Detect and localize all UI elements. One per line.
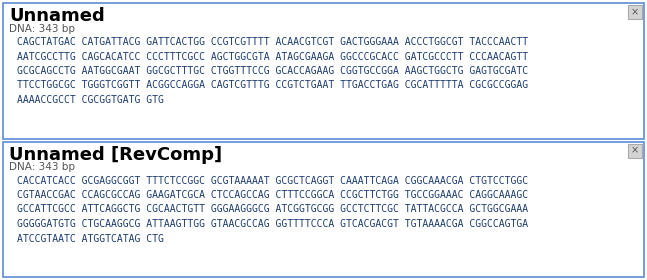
Text: DNA: 343 bp: DNA: 343 bp [9, 162, 75, 172]
Text: DNA: 343 bp: DNA: 343 bp [9, 24, 75, 34]
Text: GGGGGATGTG CTGCAAGGCG ATTAAGTTGG GTAACGCCAG GGTTTTCCCA GTCACGACGT TGTAAAACGA CGG: GGGGGATGTG CTGCAAGGCG ATTAAGTTGG GTAACGC… [17, 219, 528, 229]
Text: CGTAACCGAC CCAGCGCCAG GAAGATCGCA CTCCAGCCAG CTTTCCGGCA CCGCTTCTGG TGCCGGAAAC CAG: CGTAACCGAC CCAGCGCCAG GAAGATCGCA CTCCAGC… [17, 190, 528, 200]
Text: TTCCTGGCGC TGGGTCGGTT ACGGCCAGGA CAGTCGTTTG CCGTCTGAAT TTGACCTGAG CGCATTTTTA CGC: TTCCTGGCGC TGGGTCGGTT ACGGCCAGGA CAGTCGT… [17, 81, 528, 90]
Bar [3, 3, 644, 139]
Text: CAGCTATGAC CATGATTACG GATTCACTGG CCGTCGTTTT ACAACGTCGT GACTGGGAAA ACCCTGGCGT TAC: CAGCTATGAC CATGATTACG GATTCACTGG CCGTCGT… [17, 37, 528, 47]
Text: CACCATCACC GCGAGGCGGT TTTCTCCGGC GCGTAAAAAT GCGCTCAGGT CAAATTCAGA CGGCAAACGA CTG: CACCATCACC GCGAGGCGGT TTTCTCCGGC GCGTAAA… [17, 176, 528, 186]
Bar [628, 5, 642, 19]
Text: Unnamed [RevComp]: Unnamed [RevComp] [9, 146, 222, 164]
Text: ATCCGTAATC ATGGTCATAG CTG: ATCCGTAATC ATGGTCATAG CTG [17, 234, 164, 244]
Text: ×: × [631, 146, 639, 155]
Text: AAAACCGCCT CGCGGTGATG GTG: AAAACCGCCT CGCGGTGATG GTG [17, 95, 164, 105]
Text: GCGCAGCCTG AATGGCGAAT GGCGCTTTGC CTGGTTTCCG GCACCAGAAG CGGTGCCGGA AAGCTGGCTG GAG: GCGCAGCCTG AATGGCGAAT GGCGCTTTGC CTGGTTT… [17, 66, 528, 76]
Text: ×: × [631, 7, 639, 17]
Bar [3, 141, 644, 277]
Bar [628, 143, 642, 157]
Text: AATCGCCTTG CAGCACATCC CCCTTTCGCC AGCTGGCGTA ATAGCGAAGA GGCCCGCACC GATCGCCCTT CCC: AATCGCCTTG CAGCACATCC CCCTTTCGCC AGCTGGC… [17, 52, 528, 62]
Text: GCCATTCGCC ATTCAGGCTG CGCAACTGTT GGGAAGGGCG ATCGGTGCGG GCCTCTTCGC TATTACGCCA GCT: GCCATTCGCC ATTCAGGCTG CGCAACTGTT GGGAAGG… [17, 204, 528, 214]
Text: Unnamed: Unnamed [9, 7, 105, 25]
